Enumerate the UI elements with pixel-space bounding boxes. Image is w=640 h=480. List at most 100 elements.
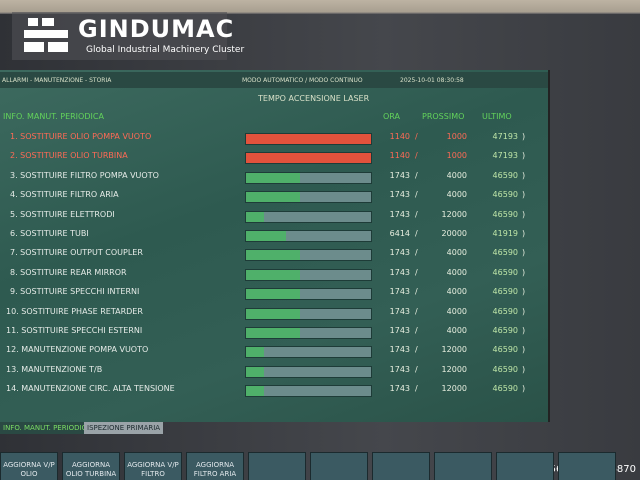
row-label: 13. MANUTENZIONE T/B bbox=[6, 364, 103, 374]
progress-bar bbox=[246, 386, 265, 397]
closer: ) bbox=[522, 287, 526, 297]
progress-track bbox=[245, 346, 372, 359]
ultimo-value: 46590 bbox=[492, 209, 518, 219]
progress-bar bbox=[246, 347, 265, 358]
row-label: 3. SOSTITUIRE FILTRO POMPA VUOTO bbox=[10, 170, 159, 180]
closer: ) bbox=[522, 326, 526, 335]
progress-track bbox=[245, 133, 372, 145]
hmi-screen bbox=[0, 70, 550, 422]
ultimo-value: 41919 bbox=[492, 229, 518, 238]
ora-value: 1743 bbox=[389, 209, 410, 219]
column-header: ULTIMO bbox=[482, 112, 512, 121]
datetime: 2025-10-01 08:30:58 bbox=[400, 77, 464, 84]
closer: ) bbox=[522, 306, 526, 316]
separator: / bbox=[415, 151, 418, 161]
prossimo-value: 1000 bbox=[446, 132, 467, 141]
progress-track bbox=[245, 385, 372, 398]
progress-bar bbox=[246, 250, 301, 261]
row-label: 7. SOSTITUIRE OUTPUT COUPLER bbox=[10, 248, 143, 258]
progress-track bbox=[245, 230, 372, 242]
softkey[interactable] bbox=[372, 452, 430, 480]
ora-value: 1743 bbox=[389, 364, 410, 374]
closer: ) bbox=[522, 345, 526, 355]
separator: / bbox=[415, 326, 418, 335]
row-label: 12. MANUTENZIONE POMPA VUOTO bbox=[6, 345, 149, 355]
softkey[interactable] bbox=[496, 452, 554, 480]
softkey[interactable]: AGGIORNA V/P FILTRO bbox=[124, 452, 182, 480]
closer: ) bbox=[522, 364, 526, 374]
separator: / bbox=[415, 170, 418, 180]
progress-bar bbox=[246, 153, 371, 164]
progress-track bbox=[245, 249, 372, 262]
ultimo-value: 46590 bbox=[492, 190, 518, 200]
logo-icon bbox=[24, 18, 68, 52]
softkey[interactable] bbox=[248, 452, 306, 480]
softkey[interactable] bbox=[558, 452, 616, 480]
logo bbox=[12, 12, 227, 60]
softkey[interactable] bbox=[310, 452, 368, 480]
progress-track bbox=[245, 210, 372, 223]
ultimo-value: 46590 bbox=[492, 345, 518, 355]
ora-value: 1743 bbox=[389, 267, 410, 277]
prossimo-value: 4000 bbox=[446, 267, 467, 277]
prossimo-value: 12000 bbox=[441, 345, 467, 355]
row-label: 6. SOSTITUIRE TUBI bbox=[10, 229, 89, 238]
tab[interactable]: INFO. MANUT. PERIODICA bbox=[0, 422, 95, 434]
closer: ) bbox=[522, 151, 526, 161]
prossimo-value: 4000 bbox=[446, 306, 467, 316]
progress-track bbox=[245, 288, 372, 301]
closer: ) bbox=[522, 132, 526, 141]
progress-bar bbox=[246, 134, 371, 144]
separator: / bbox=[415, 345, 418, 355]
prossimo-value: 4000 bbox=[446, 190, 467, 200]
section-header: INFO. MANUT. PERIODICA bbox=[3, 112, 104, 121]
logo-subtitle: Global Industrial Machinery Cluster bbox=[86, 45, 245, 55]
softkey[interactable] bbox=[434, 452, 492, 480]
row-label: 10. SOSTITUIRE PHASE RETARDER bbox=[6, 306, 143, 316]
prossimo-value: 4000 bbox=[446, 287, 467, 297]
ultimo-value: 46590 bbox=[492, 267, 518, 277]
prossimo-value: 12000 bbox=[441, 209, 467, 219]
tab[interactable]: ISPEZIONE PRIMARIA bbox=[84, 422, 164, 434]
column-header: ORA bbox=[383, 112, 401, 121]
breadcrumb: ALLARMI - MANUTENZIONE - STORIA bbox=[2, 77, 112, 84]
progress-track bbox=[245, 171, 372, 184]
progress-track bbox=[245, 191, 372, 204]
closer: ) bbox=[522, 229, 526, 238]
separator: / bbox=[415, 267, 418, 277]
softkey[interactable]: AGGIORNA V/P OLIO bbox=[0, 452, 58, 480]
separator: / bbox=[415, 190, 418, 200]
ora-value: 1743 bbox=[389, 384, 410, 394]
ora-value: 1140 bbox=[389, 132, 410, 141]
progress-track bbox=[245, 152, 372, 165]
ultimo-value: 46590 bbox=[492, 326, 518, 335]
ultimo-value: 46590 bbox=[492, 384, 518, 394]
status-bar bbox=[0, 72, 548, 88]
ultimo-value: 46590 bbox=[492, 306, 518, 316]
progress-track bbox=[245, 327, 372, 339]
ora-value: 1743 bbox=[389, 345, 410, 355]
softkey[interactable]: AGGIORNA OLIO TURBINA bbox=[62, 452, 120, 480]
prossimo-value: 1000 bbox=[446, 151, 467, 161]
prossimo-value: 12000 bbox=[441, 364, 467, 374]
ora-value: 1743 bbox=[389, 326, 410, 335]
row-label: 8. SOSTITUIRE REAR MIRROR bbox=[10, 267, 127, 277]
closer: ) bbox=[522, 209, 526, 219]
ora-value: 6414 bbox=[389, 229, 410, 238]
closer: ) bbox=[522, 248, 526, 258]
ora-value: 1140 bbox=[389, 151, 410, 161]
prossimo-value: 4000 bbox=[446, 248, 467, 258]
ora-value: 1743 bbox=[389, 190, 410, 200]
progress-bar bbox=[246, 211, 265, 222]
ultimo-value: 47193 bbox=[492, 132, 518, 141]
softkey[interactable]: AGGIORNA FILTRO ARIA bbox=[186, 452, 244, 480]
column-header: PROSSIMO bbox=[422, 112, 465, 121]
row-label: 1. SOSTITUIRE OLIO POMPA VUOTO bbox=[10, 132, 152, 141]
prossimo-value: 4000 bbox=[446, 326, 467, 335]
progress-bar bbox=[246, 328, 301, 338]
row-label: 9. SOSTITUIRE SPECCHI INTERNI bbox=[10, 287, 140, 297]
progress-bar bbox=[246, 308, 301, 319]
progress-bar bbox=[246, 192, 301, 203]
prossimo-value: 12000 bbox=[441, 384, 467, 394]
mode: MODO AUTOMATICO / MODO CONTINUO bbox=[242, 77, 363, 84]
